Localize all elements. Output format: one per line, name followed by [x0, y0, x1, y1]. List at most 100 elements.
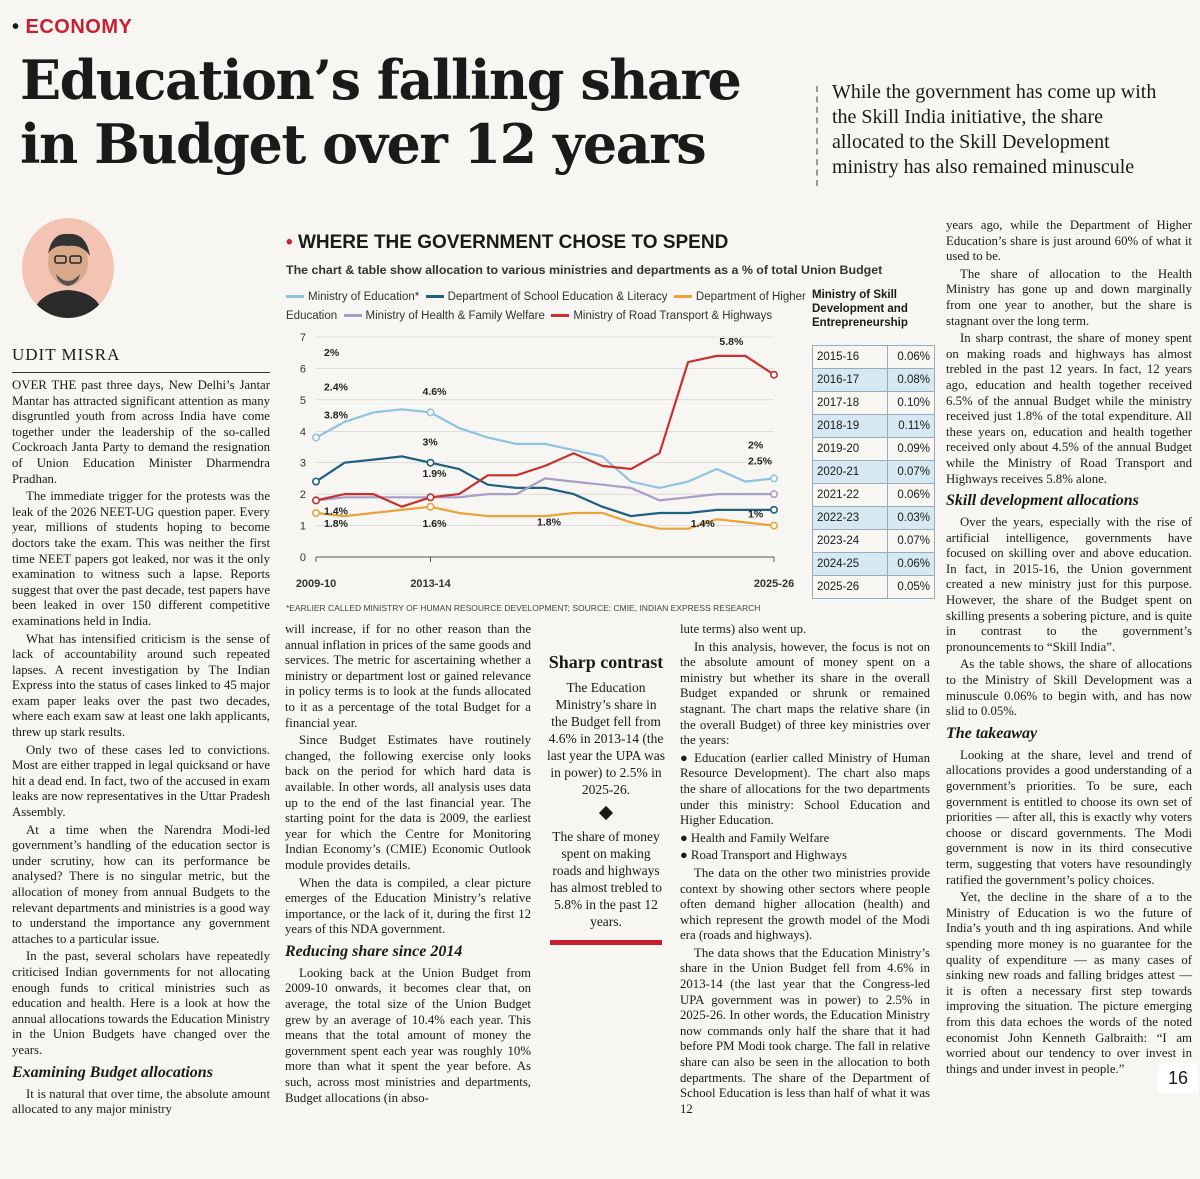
data-point	[769, 370, 778, 379]
section-tag: • ECONOMY	[12, 16, 133, 38]
table-cell-value: 0.07%	[887, 529, 935, 553]
paragraph: Only two of these cases led to convictio…	[12, 742, 270, 820]
data-point	[769, 490, 778, 499]
data-point	[311, 509, 320, 518]
data-point	[426, 408, 435, 417]
paragraph: In the past, several scholars have repea…	[12, 949, 270, 1057]
table-cell-year: 2025-26	[812, 575, 888, 599]
table-cell-value: 0.06%	[887, 552, 935, 576]
paragraph: It is natural that over time, the absolu…	[12, 1086, 270, 1117]
standfirst: While the government has come up with th…	[832, 81, 1157, 178]
paragraph: The data shows that the Education Minist…	[680, 945, 930, 1116]
table-cell-year: 2017-18	[812, 391, 888, 415]
paragraph: OVER THE past three days, New Delhi’s Ja…	[12, 378, 270, 486]
paragraph: What has intensified criticism is the se…	[12, 631, 270, 740]
data-label: 3.8%	[324, 410, 349, 422]
subhead: The takeaway	[946, 724, 1038, 742]
data-label: 2%	[324, 347, 340, 359]
y-tick-label: 5	[300, 395, 306, 407]
legend-item: Department of School Education & Literac…	[425, 291, 668, 303]
chart-title: • WHERE THE GOVERNMENT CHOSE TO SPEND	[286, 232, 729, 253]
pull-quote-text: The Education Ministry’s share in the Bu…	[547, 680, 665, 797]
legend-item: Ministry of Education*	[286, 291, 419, 303]
y-tick-label: 7	[300, 332, 306, 344]
byline-rule	[12, 372, 270, 373]
table-cell-value: 0.10%	[887, 391, 935, 415]
table-cell-value: 0.06%	[887, 483, 935, 507]
subhead: Reducing share since 2014	[285, 942, 463, 960]
table-cell-year: 2019-20	[812, 437, 888, 461]
table-cell-value: 0.07%	[887, 460, 935, 484]
paragraph: In this analysis, however, the focus is …	[680, 639, 930, 748]
paragraph: The data on the other two ministries pro…	[680, 865, 930, 943]
skill-table: 2015-16 0.06% 2016-17 0.08% 2017-18 0.10% 2018…	[812, 345, 935, 599]
paragraph: Over the years, especially with the rise…	[946, 515, 1192, 654]
column-2: will increase, if for no other reason th…	[285, 622, 531, 1108]
paragraph: Yet, the decline in the share of a​ to t…	[946, 890, 1192, 1076]
table-cell-value: 0.06%	[887, 345, 935, 369]
table-row: 2023-24 0.07%	[812, 529, 935, 553]
paragraph: In sharp contrast, the share of money sp…	[946, 331, 1192, 486]
table-cell-year: 2015-16	[812, 345, 888, 369]
paragraph: Looking back at the Union Budget from 20…	[285, 965, 531, 1105]
data-label: 1.4%	[691, 518, 716, 530]
table-row: 2016-17 0.08%	[812, 368, 935, 392]
y-tick-label: 3	[300, 458, 306, 470]
column-3: lute terms) also went up. In this analys…	[680, 622, 930, 1119]
paragraph: will increase, if for no other reason th…	[285, 622, 531, 730]
series-line	[315, 505, 775, 530]
page-number: 16	[1158, 1063, 1198, 1093]
column-1: OVER THE past three days, New Delhi’s Ja…	[12, 378, 270, 1120]
series-line	[315, 354, 775, 508]
data-point	[769, 505, 778, 514]
data-label: 1%	[748, 509, 764, 521]
data-label: 1.6%	[423, 518, 448, 530]
accent-bar	[550, 940, 662, 945]
diamond-icon	[598, 805, 614, 821]
table-cell-year: 2022-23	[812, 506, 888, 530]
y-tick-label: 6	[300, 363, 306, 375]
table-row: 2022-23 0.03%	[812, 506, 935, 530]
chart-source: *EARLIER CALLED MINISTRY OF HUMAN RESOUR…	[286, 603, 761, 613]
paragraph: The immediate trigger for the protests w…	[12, 489, 270, 628]
legend-item: Ministry of Health & Family Welfare	[343, 310, 545, 322]
table-cell-year: 2024-25	[812, 552, 888, 576]
series-line	[315, 477, 774, 502]
table-row: 2020-21 0.07%	[812, 460, 935, 484]
author-avatar	[22, 218, 114, 318]
headline-line-1: Education’s falling share	[20, 48, 742, 112]
data-label: 1.8%	[537, 517, 562, 529]
paragraph: The share of allocation to the Health Mi…	[946, 266, 1192, 328]
series-line	[315, 455, 774, 518]
data-label: 2.5%	[748, 455, 773, 467]
table-cell-value: 0.11%	[887, 414, 935, 438]
column-4: years ago, while the Department of Highe…	[946, 218, 1192, 1079]
paragraph: As the table shows, the share of allocat…	[946, 657, 1192, 719]
series-line	[315, 408, 775, 490]
table-cell-year: 2023-24	[812, 529, 888, 553]
y-tick-label: 1	[300, 521, 306, 533]
table-row: 2018-19 0.11%	[812, 414, 935, 438]
subhead: Skill development allocations	[946, 492, 1139, 510]
table-cell-value: 0.03%	[887, 506, 935, 530]
chart-subtitle: The chart & table show allocation to var…	[286, 263, 883, 277]
paragraph: At a time when the Narendra Modi-led gov…	[12, 822, 270, 946]
data-point	[311, 477, 320, 486]
x-tick-label: 2009-10	[296, 578, 336, 590]
pull-quote-title: Sharp contrast	[548, 652, 664, 672]
table-row: 2024-25 0.06%	[812, 552, 935, 576]
table-row: 2025-26 0.05%	[812, 575, 935, 599]
y-tick-label: 2	[300, 489, 306, 501]
data-point	[311, 496, 320, 505]
headline-line-2: in Budget over 12 years	[20, 112, 707, 176]
author-name: UDIT MISRA	[12, 345, 121, 364]
x-tick-label: 2013-14	[410, 578, 451, 590]
subhead: Examining Budget allocations	[12, 1063, 213, 1081]
table-cell-year: 2018-19	[812, 414, 888, 438]
data-label: 1.8%	[324, 518, 349, 530]
table-cell-year: 2016-17	[812, 368, 888, 392]
paragraph: When the data is compiled, a clear pictu…	[285, 875, 531, 937]
table-row: 2021-22 0.06%	[812, 483, 935, 507]
table-row: 2015-16 0.06%	[812, 345, 935, 369]
data-label: 5.8%	[719, 336, 744, 348]
